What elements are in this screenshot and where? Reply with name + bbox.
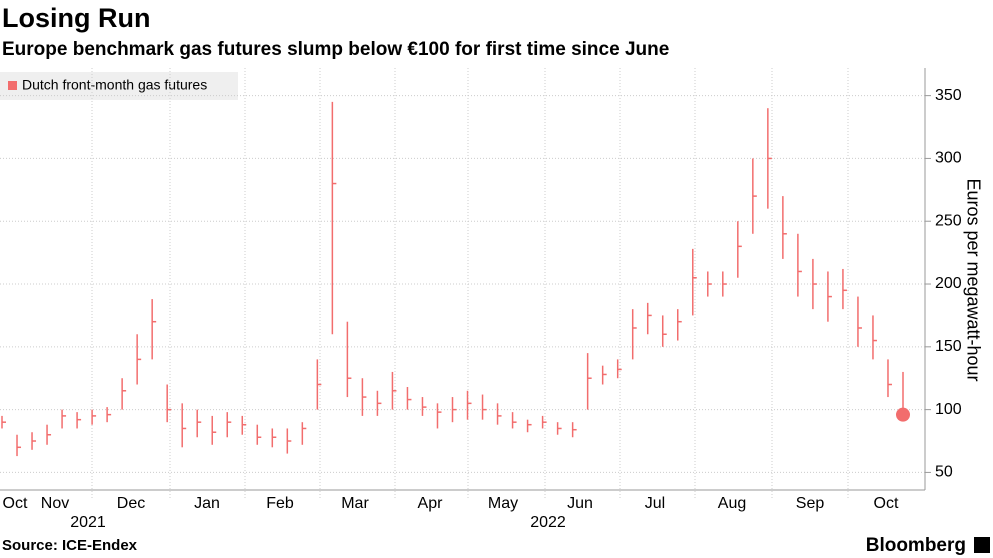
- x-tick-label: Mar: [341, 495, 369, 512]
- year-label: 2022: [530, 514, 566, 531]
- chart-subtitle: Europe benchmark gas futures slump below…: [2, 39, 669, 60]
- x-tick-label: Sep: [796, 495, 825, 512]
- x-tick-label: Aug: [718, 495, 746, 512]
- last-marker: [896, 407, 910, 422]
- x-tick-label: Oct: [874, 495, 899, 512]
- source: Source: ICE-Endex: [2, 537, 138, 554]
- x-tick-label: Jul: [645, 495, 665, 512]
- y-tick-label: 350: [935, 87, 962, 104]
- x-tick-label: Jun: [567, 495, 593, 512]
- brand-icon: [974, 537, 990, 553]
- y-axis-label: Euros per megawatt-hour: [963, 178, 983, 381]
- x-tick-label: Nov: [41, 495, 69, 512]
- y-tick-label: 200: [935, 275, 962, 292]
- legend-label: Dutch front-month gas futures: [22, 77, 207, 93]
- x-tick-label: Apr: [418, 495, 444, 512]
- y-tick-label: 150: [935, 338, 962, 355]
- x-tick-label: Jan: [194, 495, 220, 512]
- y-tick-label: 300: [935, 150, 962, 167]
- y-tick-label: 100: [935, 401, 962, 418]
- x-tick-label: Feb: [266, 495, 294, 512]
- legend-swatch: [8, 81, 17, 90]
- chart-title: Losing Run: [2, 3, 150, 33]
- year-label: 2021: [70, 514, 106, 531]
- x-tick-label: May: [488, 495, 518, 512]
- y-tick-label: 250: [935, 212, 962, 229]
- x-tick-label: Oct: [3, 495, 28, 512]
- y-tick-label: 50: [935, 464, 953, 481]
- brand: Bloomberg: [866, 535, 966, 556]
- x-tick-label: Dec: [117, 495, 145, 512]
